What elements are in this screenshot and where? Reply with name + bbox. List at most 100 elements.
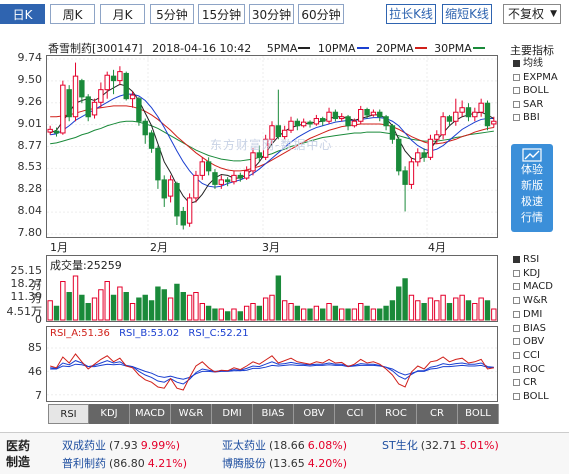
candle[interactable] xyxy=(269,121,275,144)
main-indicator-option[interactable]: 均线 xyxy=(513,57,543,70)
main-indicator-option[interactable]: BOLL xyxy=(513,84,549,97)
main-indicator-option[interactable]: EXPMA xyxy=(513,71,558,84)
candle[interactable] xyxy=(224,177,231,187)
indicator-tab[interactable]: RSI xyxy=(48,404,89,424)
candle[interactable] xyxy=(53,127,60,137)
indicator-tab[interactable]: BIAS xyxy=(253,404,294,424)
indicator-tab[interactable]: ROC xyxy=(376,404,417,424)
candle[interactable] xyxy=(300,118,307,128)
candlestick-chart[interactable] xyxy=(47,56,497,237)
side-indicator-option[interactable]: CCI xyxy=(513,349,540,362)
candle[interactable] xyxy=(377,109,383,122)
news-stock-item[interactable]: 博腾股份 (13.65 4.20%) xyxy=(222,455,347,471)
candle[interactable] xyxy=(364,107,370,119)
promo-button[interactable]: 体验 新版 极速 行情 xyxy=(511,144,553,232)
candle[interactable] xyxy=(383,114,389,131)
candle[interactable] xyxy=(294,118,301,131)
candle[interactable] xyxy=(459,100,465,117)
candle[interactable] xyxy=(243,166,250,180)
news-stock-name[interactable]: ST生化 xyxy=(382,439,418,452)
candle[interactable] xyxy=(389,123,396,144)
candle[interactable] xyxy=(129,91,136,108)
candle[interactable] xyxy=(281,125,288,140)
side-indicator-option[interactable]: OBV xyxy=(513,335,544,348)
candle[interactable] xyxy=(275,89,282,140)
news-stock-name[interactable]: 亚太药业 xyxy=(222,439,266,452)
candle[interactable] xyxy=(60,80,66,135)
period-tab[interactable]: 周K xyxy=(50,4,95,24)
indicator-tab[interactable]: CR xyxy=(417,404,458,424)
candle[interactable] xyxy=(434,130,440,144)
candle[interactable] xyxy=(85,94,91,122)
candle[interactable] xyxy=(478,98,484,117)
candle[interactable] xyxy=(408,157,415,189)
news-stock-item[interactable]: ST生化 (32.71 5.01%) xyxy=(382,437,499,453)
candle[interactable] xyxy=(205,157,212,176)
indicator-tab[interactable]: BOLL xyxy=(458,404,499,424)
zoom-in-button[interactable]: 拉长K线 xyxy=(386,4,436,24)
candle[interactable] xyxy=(351,118,358,128)
side-indicator-option[interactable]: BOLL xyxy=(513,390,549,403)
period-tab[interactable]: 30分钟 xyxy=(249,4,294,24)
news-stock-name[interactable]: 普利制药 xyxy=(62,457,106,470)
candle[interactable] xyxy=(231,170,237,185)
candle[interactable] xyxy=(313,114,320,126)
adjust-select[interactable]: 不复权 ▼ xyxy=(503,4,561,24)
candle[interactable] xyxy=(288,116,294,133)
side-indicator-option[interactable]: CR xyxy=(513,376,537,389)
indicator-tab[interactable]: CCI xyxy=(335,404,376,424)
indicator-tab[interactable]: OBV xyxy=(294,404,335,424)
candle[interactable] xyxy=(332,109,339,122)
candle[interactable] xyxy=(104,71,110,99)
candle[interactable] xyxy=(110,69,117,95)
candle[interactable] xyxy=(161,175,167,207)
candle[interactable] xyxy=(421,148,427,162)
candle[interactable] xyxy=(339,113,345,122)
candle[interactable] xyxy=(117,66,123,86)
candle[interactable] xyxy=(136,96,142,126)
candle[interactable] xyxy=(472,107,478,122)
side-indicator-option[interactable]: KDJ xyxy=(513,267,540,280)
news-stock-item[interactable]: 普利制药 (86.80 4.21%) xyxy=(62,455,187,471)
candle[interactable] xyxy=(199,157,205,180)
indicator-tab[interactable]: DMI xyxy=(212,404,253,424)
side-indicator-option[interactable]: W&R xyxy=(513,294,548,307)
main-indicator-option[interactable]: SAR xyxy=(513,98,543,111)
candle[interactable] xyxy=(396,136,402,176)
candle[interactable] xyxy=(98,82,104,108)
period-tab[interactable]: 5分钟 xyxy=(150,4,194,24)
news-stock-item[interactable]: 亚太药业 (18.66 6.08%) xyxy=(222,437,347,453)
side-indicator-option[interactable]: MACD xyxy=(513,280,553,293)
side-indicator-option[interactable]: ROC xyxy=(513,363,545,376)
period-tab[interactable]: 60分钟 xyxy=(298,4,344,24)
candle[interactable] xyxy=(262,134,269,161)
candle[interactable] xyxy=(180,206,186,230)
candle[interactable] xyxy=(250,148,256,176)
candle[interactable] xyxy=(72,62,79,122)
candle[interactable] xyxy=(440,112,446,140)
news-stock-name[interactable]: 双成药业 xyxy=(62,439,106,452)
candle[interactable] xyxy=(91,98,98,119)
candle[interactable] xyxy=(193,170,199,203)
news-stock-name[interactable]: 博腾股份 xyxy=(222,457,266,470)
zoom-out-button[interactable]: 缩短K线 xyxy=(442,4,492,24)
candle[interactable] xyxy=(79,78,85,104)
candle[interactable] xyxy=(256,145,263,162)
candle[interactable] xyxy=(465,103,472,122)
period-tab[interactable]: 15分钟 xyxy=(198,4,245,24)
candle[interactable] xyxy=(491,116,497,128)
candle[interactable] xyxy=(307,120,313,128)
candle[interactable] xyxy=(212,169,218,189)
news-stock-item[interactable]: 双成药业 (7.93 9.99%) xyxy=(62,437,180,453)
candle[interactable] xyxy=(186,193,193,227)
candle[interactable] xyxy=(446,114,453,126)
candle[interactable] xyxy=(415,148,421,167)
candle[interactable] xyxy=(453,98,459,126)
candle[interactable] xyxy=(326,107,332,124)
candle[interactable] xyxy=(345,114,351,131)
candle[interactable] xyxy=(148,130,155,153)
period-tab[interactable]: 日K xyxy=(0,4,45,24)
period-tab[interactable]: 月K xyxy=(100,4,145,24)
side-indicator-option[interactable]: BIAS xyxy=(513,322,546,335)
side-indicator-option[interactable]: DMI xyxy=(513,308,542,321)
